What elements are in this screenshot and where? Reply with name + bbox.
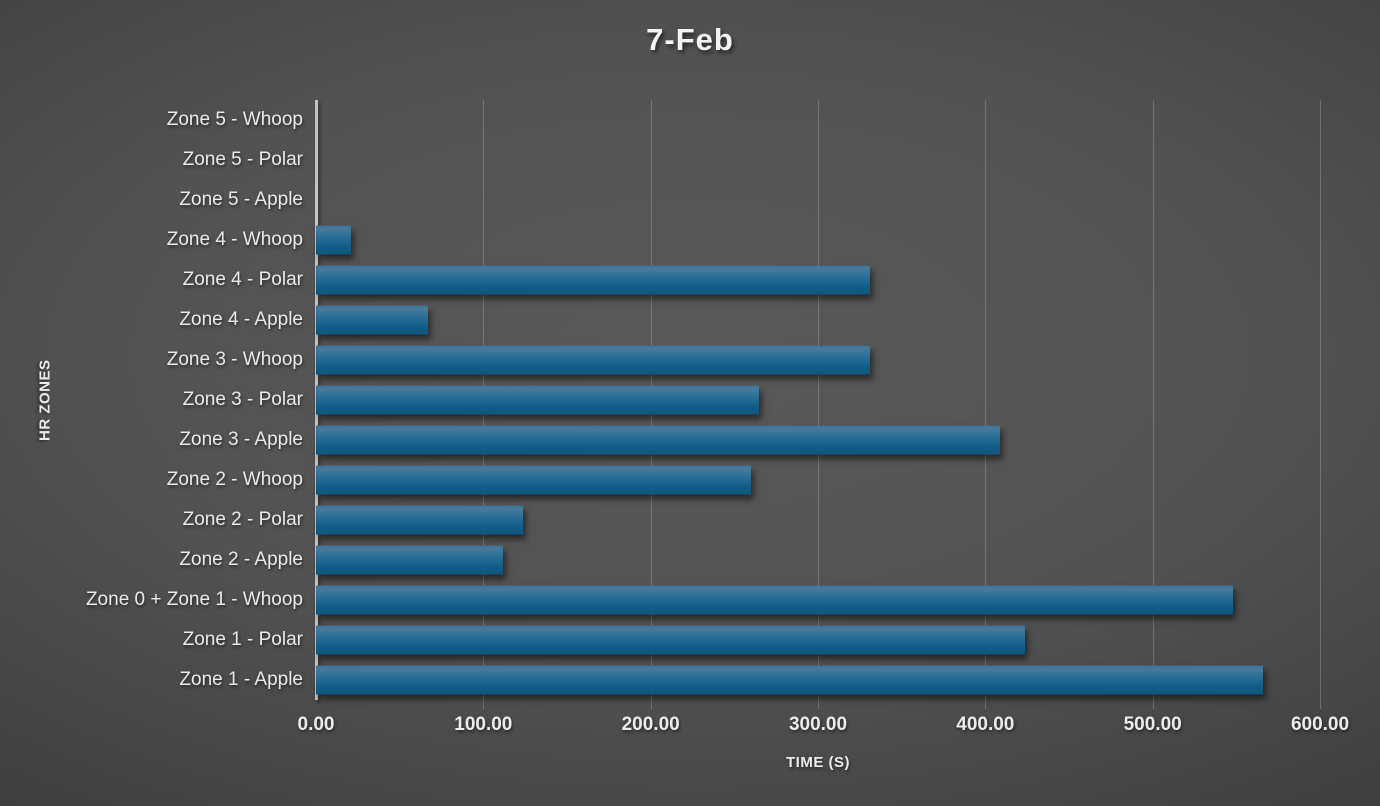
category-labels: Zone 5 - Whoop Zone 5 - Polar Zone 5 - App…	[0, 100, 303, 700]
bar	[316, 665, 1264, 695]
bar	[316, 505, 524, 535]
bar-row	[316, 260, 1320, 300]
bar-row	[316, 340, 1320, 380]
bar	[316, 585, 1233, 615]
x-tick-labels: 0.00 100.00 200.00 300.00 400.00 500.00 600.00	[298, 714, 1350, 740]
bar-row	[316, 580, 1320, 620]
category-label: Zone 3 - Whoop	[166, 349, 303, 370]
gridline-600	[1320, 100, 1321, 709]
x-tick-label: 300.00	[788, 714, 848, 735]
chart-title: 7-Feb	[646, 22, 734, 57]
plot-area	[315, 100, 1321, 709]
category-label: Zone 0 + Zone 1 - Whoop	[85, 589, 303, 610]
category-label: Zone 4 - Apple	[179, 309, 303, 330]
bar-row	[316, 540, 1320, 580]
category-label: Zone 1 - Polar	[182, 629, 303, 650]
gridline-500	[1152, 100, 1154, 709]
x-tick-label: 500.00	[1123, 714, 1182, 735]
bar-row	[316, 620, 1320, 660]
bar	[316, 265, 870, 295]
bar-row	[316, 220, 1320, 260]
category-label: Zone 2 - Whoop	[166, 469, 303, 490]
bar	[316, 305, 429, 335]
x-tick-label: 200.00	[621, 714, 680, 735]
x-tick-label: 600.00	[1290, 714, 1350, 735]
bar-row	[316, 420, 1320, 460]
category-label: Zone 5 - Whoop	[166, 109, 303, 130]
bar-row	[316, 380, 1320, 420]
category-label: Zone 5 - Apple	[179, 189, 303, 210]
bar-row	[316, 140, 1320, 180]
bar-row	[316, 100, 1320, 140]
x-tick-label: 0.00	[297, 714, 335, 735]
category-label: Zone 5 - Polar	[182, 149, 303, 170]
bar	[316, 545, 504, 575]
bar-row	[316, 460, 1320, 500]
category-label: Zone 4 - Polar	[182, 269, 303, 290]
gridline-300	[818, 100, 819, 709]
category-label: Zone 3 - Polar	[182, 389, 303, 410]
bar-row	[316, 660, 1320, 700]
bar	[316, 225, 352, 255]
bar	[316, 425, 1001, 455]
bar-row	[316, 300, 1320, 340]
x-tick-label: 400.00	[956, 714, 1015, 735]
category-label: Zone 4 - Whoop	[166, 229, 303, 250]
bar-row	[316, 500, 1320, 540]
bar-row	[316, 180, 1320, 220]
gridline-400	[985, 100, 987, 709]
bar	[316, 465, 752, 495]
category-label: Zone 3 - Apple	[179, 429, 303, 450]
category-label: Zone 1 - Apple	[179, 669, 303, 690]
bar	[316, 625, 1026, 655]
bar	[316, 345, 870, 375]
x-axis-title: TIME (S)	[786, 754, 850, 771]
x-tick-label: 100.00	[454, 714, 513, 735]
bar	[316, 385, 760, 415]
category-label: Zone 2 - Polar	[182, 509, 303, 530]
category-label: Zone 2 - Apple	[179, 549, 303, 570]
